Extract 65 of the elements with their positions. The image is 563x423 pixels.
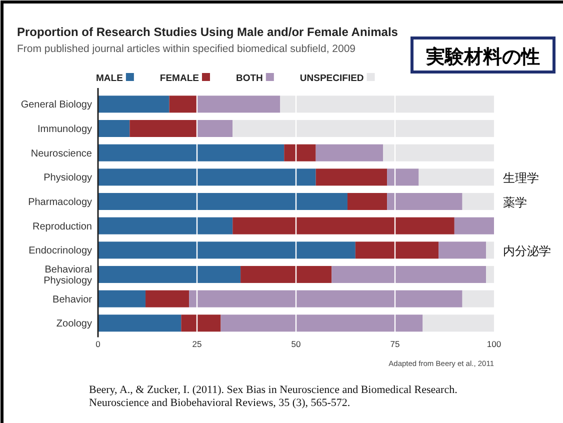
y-tick-label: General Biology	[20, 100, 92, 111]
bar	[98, 290, 146, 308]
y-tick-label: Pharmacology	[28, 196, 92, 208]
bar	[98, 314, 182, 332]
legend-label: MALE	[96, 73, 123, 84]
x-tick-label: 0	[96, 339, 101, 349]
bar	[418, 168, 494, 186]
chart-subtitle: From published journal articles within specified biomedical subfield, 2009	[17, 43, 356, 55]
bar	[98, 96, 170, 113]
y-tick-label: Endocrinology	[28, 246, 92, 257]
bar	[130, 120, 197, 137]
x-tick-label: 75	[390, 339, 400, 349]
y-tick-label: Behavioral Physiology	[44, 264, 92, 286]
text: Beery, A., & Zucker, I. (2011). Sex Bias in Neuroscience and Biomedical Research. Neuroscience and Biobehavioral Reviews, 35 (3), 565-572.	[89, 384, 458, 410]
bar	[280, 96, 494, 113]
bar	[240, 266, 332, 283]
bar	[486, 242, 494, 259]
x-tick-label: 50	[291, 339, 301, 349]
text: 実験材料の性	[425, 46, 540, 68]
y-tick-label: Zoology	[56, 318, 92, 330]
bar	[98, 266, 241, 283]
y-tick-label: Neuroscience	[30, 148, 92, 160]
text: 生理学	[503, 171, 539, 186]
bar	[387, 192, 462, 210]
bar	[347, 192, 388, 210]
x-tick-label: 25	[192, 339, 202, 349]
bar	[98, 168, 316, 186]
text: 薬学	[503, 195, 527, 210]
bar	[387, 168, 419, 186]
bar	[220, 314, 423, 332]
legend-label: UNSPECIFIED	[300, 73, 364, 84]
bar	[197, 96, 280, 113]
bar	[422, 314, 494, 332]
bar	[462, 192, 494, 210]
bar	[486, 266, 494, 283]
bar	[98, 242, 356, 259]
bar	[98, 120, 130, 137]
y-tick-label: Physiology	[44, 172, 92, 184]
text: 内分泌学	[503, 244, 551, 258]
legend-label: BOTH	[236, 73, 264, 84]
bar	[232, 217, 454, 234]
legend-label: FEMALE	[160, 73, 199, 84]
bar	[355, 242, 439, 259]
bar	[316, 144, 384, 162]
bar	[98, 217, 233, 234]
bar	[462, 290, 494, 308]
bar	[98, 144, 284, 162]
bar	[284, 144, 316, 162]
bar	[438, 242, 486, 259]
y-tick-label: Reproduction	[32, 221, 92, 232]
bar	[197, 120, 233, 137]
bar	[316, 168, 388, 186]
bar	[181, 314, 221, 332]
chart-title: Proportion of Research Studies Using Male and/or Female Animals	[17, 25, 398, 39]
bar	[146, 290, 190, 308]
bar	[169, 96, 197, 113]
y-tick-label: Immunology	[38, 124, 92, 135]
bar	[232, 120, 494, 137]
y-tick-label: Behavior	[52, 294, 93, 306]
x-tick-label: 100	[486, 339, 502, 349]
bar	[98, 192, 348, 210]
bar	[383, 144, 494, 162]
bar	[332, 266, 486, 283]
bar	[189, 290, 462, 308]
bar	[454, 217, 494, 234]
